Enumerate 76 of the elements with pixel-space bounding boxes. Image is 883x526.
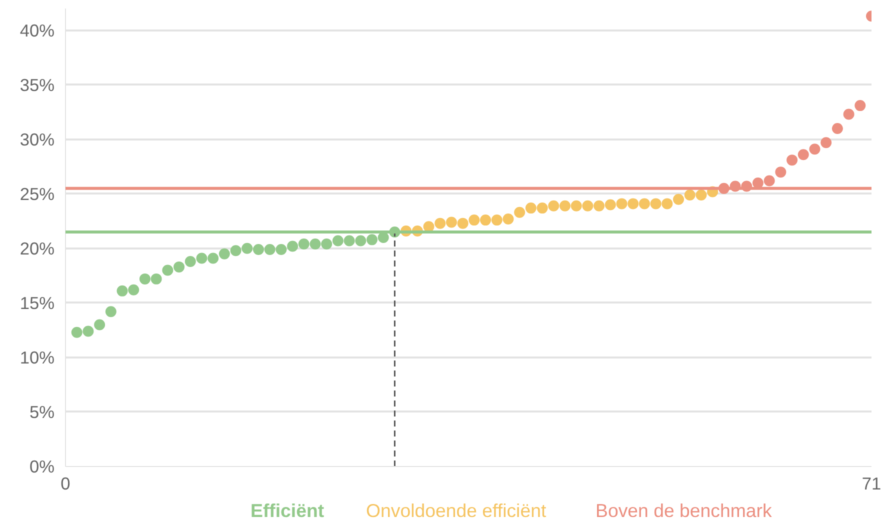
point bbox=[128, 284, 140, 296]
point bbox=[310, 238, 321, 250]
point bbox=[514, 206, 526, 218]
point bbox=[162, 264, 174, 276]
point bbox=[366, 234, 378, 246]
point bbox=[184, 256, 196, 267]
y-tick-label: 25% bbox=[20, 184, 55, 204]
point bbox=[684, 189, 696, 200]
point bbox=[604, 199, 616, 210]
point bbox=[559, 200, 570, 212]
point bbox=[480, 214, 492, 226]
point bbox=[786, 154, 798, 166]
point bbox=[752, 177, 764, 188]
point bbox=[321, 238, 332, 250]
point bbox=[287, 240, 298, 252]
y-tick-label: 15% bbox=[20, 292, 55, 313]
point bbox=[298, 238, 310, 250]
point bbox=[843, 108, 854, 120]
text: Onvoldoende efficiënt bbox=[366, 500, 546, 522]
text: Boven de benchmark bbox=[596, 500, 772, 522]
point bbox=[71, 326, 82, 338]
point bbox=[276, 244, 287, 255]
point bbox=[502, 213, 514, 224]
point bbox=[491, 214, 502, 226]
point bbox=[116, 285, 128, 296]
point bbox=[570, 200, 582, 212]
point bbox=[536, 202, 548, 214]
point bbox=[798, 149, 809, 160]
point bbox=[820, 137, 832, 148]
point bbox=[355, 235, 366, 246]
y-tick-label: 40% bbox=[20, 20, 55, 40]
point bbox=[616, 198, 628, 210]
point bbox=[638, 198, 650, 210]
point bbox=[150, 273, 162, 284]
point bbox=[775, 166, 786, 178]
y-tick-label: 20% bbox=[20, 238, 55, 258]
point bbox=[196, 252, 208, 264]
point bbox=[139, 273, 150, 284]
point bbox=[218, 248, 230, 260]
y-tick-label: 30% bbox=[20, 129, 55, 150]
point bbox=[650, 198, 662, 210]
y-tick-label: 0% bbox=[29, 456, 54, 476]
point bbox=[378, 232, 389, 243]
point bbox=[94, 319, 106, 330]
point bbox=[208, 252, 219, 264]
point bbox=[242, 242, 253, 254]
point bbox=[332, 235, 344, 246]
point bbox=[252, 244, 264, 255]
point bbox=[662, 198, 673, 210]
point bbox=[230, 245, 242, 256]
point bbox=[594, 200, 605, 212]
point bbox=[264, 244, 276, 255]
point bbox=[434, 218, 446, 229]
y-tick-label: 35% bbox=[20, 74, 55, 95]
y-tick-label: 10% bbox=[20, 347, 55, 368]
point bbox=[832, 122, 843, 134]
text: Efficiënt bbox=[250, 500, 324, 522]
point bbox=[696, 189, 707, 200]
point bbox=[628, 198, 639, 210]
point bbox=[174, 261, 185, 272]
point bbox=[457, 218, 468, 229]
point bbox=[809, 144, 820, 155]
y-tick-label: 5% bbox=[29, 402, 54, 422]
point bbox=[105, 306, 116, 318]
point bbox=[854, 100, 866, 112]
point bbox=[446, 216, 457, 228]
point bbox=[82, 326, 94, 337]
point bbox=[548, 200, 560, 212]
point bbox=[468, 214, 480, 226]
point bbox=[344, 235, 355, 246]
x-tick-label: 0 bbox=[60, 474, 70, 494]
point bbox=[525, 202, 536, 214]
point bbox=[673, 194, 684, 205]
x-tick-label: 71 bbox=[862, 474, 882, 494]
point bbox=[582, 200, 594, 212]
point bbox=[764, 175, 775, 186]
